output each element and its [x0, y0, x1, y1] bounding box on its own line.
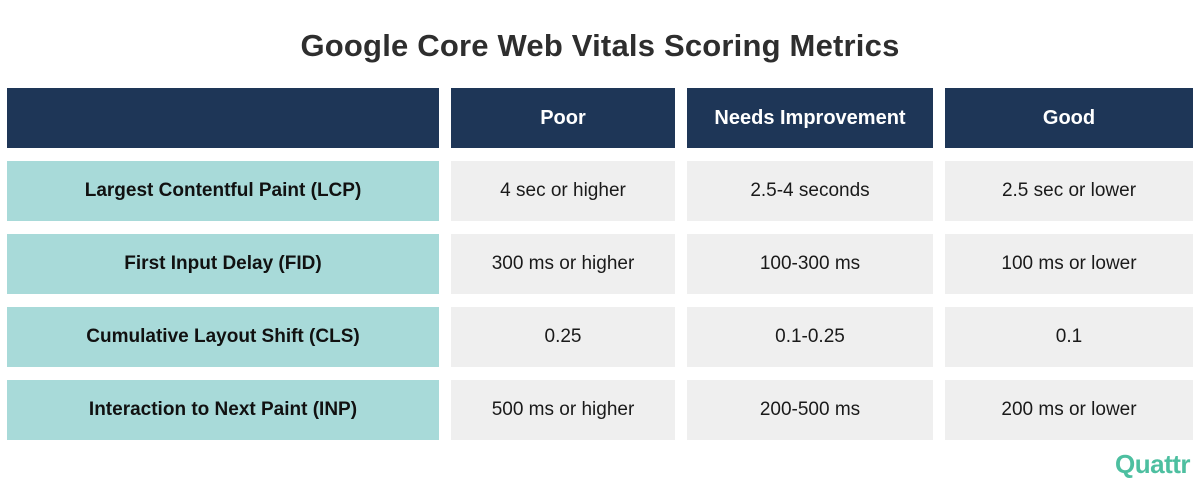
row-label-fid: First Input Delay (FID) [7, 234, 439, 294]
header-cell-empty [7, 88, 439, 148]
table-cell: 500 ms or higher [451, 380, 675, 440]
table-cell: 2.5-4 seconds [687, 161, 933, 221]
quattr-logo: Quattr [1115, 449, 1191, 479]
table-cell: 200 ms or lower [945, 380, 1193, 440]
table-cell: 2.5 sec or lower [945, 161, 1193, 221]
table-cell: 100-300 ms [687, 234, 933, 294]
header-cell-poor: Poor [451, 88, 675, 148]
header-cell-needs-improvement: Needs Improvement [687, 88, 933, 148]
table-cell: 4 sec or higher [451, 161, 675, 221]
row-label-inp: Interaction to Next Paint (INP) [7, 380, 439, 440]
table-cell: 200-500 ms [687, 380, 933, 440]
table-cell: 100 ms or lower [945, 234, 1193, 294]
table-cell: 0.1 [945, 307, 1193, 367]
table-cell: 0.25 [451, 307, 675, 367]
header-cell-good: Good [945, 88, 1193, 148]
page-title: Google Core Web Vitals Scoring Metrics [300, 28, 900, 63]
table-cell: 300 ms or higher [451, 234, 675, 294]
row-label-lcp: Largest Contentful Paint (LCP) [7, 161, 439, 221]
table-cell: 0.1-0.25 [687, 307, 933, 367]
row-label-cls: Cumulative Layout Shift (CLS) [7, 307, 439, 367]
